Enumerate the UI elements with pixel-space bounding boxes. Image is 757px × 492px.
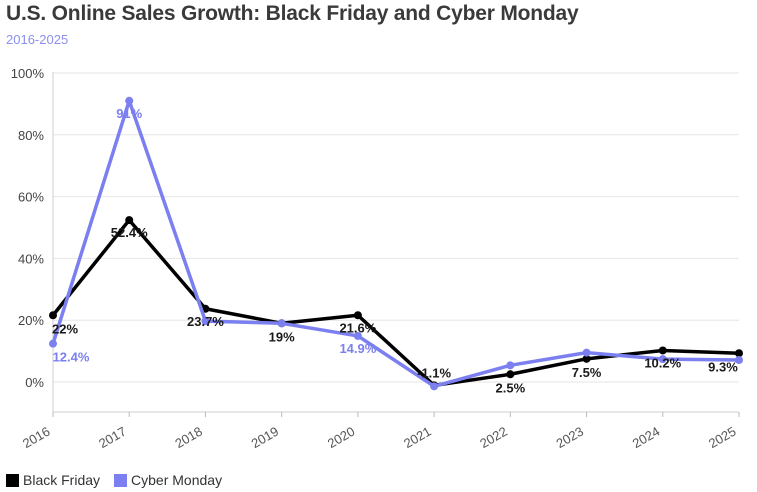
x-tick-label-2017: 2017: [96, 424, 129, 451]
data-label-cyber-monday-2017: 91%: [116, 106, 142, 121]
point-cyber-monday-2023: [582, 348, 591, 357]
point-cyber-monday-2022: [506, 361, 515, 370]
data-label-black-friday-2023: 7.5%: [572, 365, 602, 380]
data-label-black-friday-2025: 9.3%: [708, 359, 738, 374]
point-black-friday-2022: [506, 370, 515, 379]
point-black-friday-2017: [125, 216, 134, 225]
legend-swatch-cyber-monday: [114, 473, 128, 487]
chart-subtitle: 2016-2025: [6, 32, 69, 47]
x-tick-label-2024: 2024: [630, 424, 663, 451]
x-tick-label-2018: 2018: [172, 424, 205, 451]
data-label-black-friday-2022: 2.5%: [496, 380, 526, 395]
chart-title: U.S. Online Sales Growth: Black Friday a…: [6, 2, 579, 25]
legend: Black Friday Cyber Monday: [6, 472, 236, 488]
point-black-friday-2016: [49, 311, 57, 320]
line-chart: 0% 20% 40% 60% 80% 100% 2016 2017 2018 2019 2020 20…: [11, 66, 743, 451]
legend-swatch-black-friday: [6, 473, 19, 487]
x-tick-label-2016: 2016: [20, 424, 53, 451]
y-tick-label-60: 60%: [18, 190, 44, 205]
point-cyber-monday-2019: [277, 319, 286, 328]
point-black-friday-2024: [658, 346, 667, 355]
legend-label-cyber-monday: Cyber Monday: [131, 472, 223, 488]
point-cyber-monday-2021: [430, 382, 439, 391]
data-label-black-friday-2016: 22%: [52, 321, 78, 336]
x-tick-label-2021: 2021: [401, 424, 434, 451]
data-label-cyber-monday-2016: 12.4%: [53, 350, 90, 365]
legend-item-cyber-monday[interactable]: Cyber Monday: [114, 472, 222, 488]
y-tick-label-20: 20%: [18, 313, 44, 328]
data-label-black-friday-2021: -1.1%: [417, 365, 451, 380]
point-cyber-monday-2024: [658, 355, 667, 364]
data-label-black-friday-2017: 52.4%: [111, 225, 148, 240]
point-black-friday-2020: [353, 311, 362, 320]
x-tick-label-2022: 2022: [477, 424, 510, 451]
data-label-black-friday-2019: 19%: [269, 329, 295, 344]
x-tick-label-2023: 2023: [554, 424, 587, 451]
point-cyber-monday-2018: [201, 317, 210, 326]
y-tick-label-100: 100%: [11, 66, 45, 81]
point-black-friday-2025: [735, 349, 743, 358]
point-cyber-monday-2017: [125, 96, 134, 105]
data-label-cyber-monday-2020: 14.9%: [339, 341, 376, 356]
legend-label-black-friday: Black Friday: [23, 472, 101, 488]
data-label-black-friday-2020: 21.6%: [339, 320, 376, 335]
x-tick-label-2020: 2020: [325, 424, 358, 451]
point-cyber-monday-2020: [353, 331, 362, 340]
x-tick-label-2025: 2025: [706, 424, 739, 451]
data-label-black-friday-2018: 23.7%: [187, 314, 224, 329]
legend-item-black-friday[interactable]: Black Friday: [6, 472, 100, 488]
x-tick-label-2019: 2019: [249, 424, 282, 451]
y-tick-label-40: 40%: [18, 251, 44, 266]
y-tick-label-80: 80%: [18, 128, 44, 143]
point-black-friday-2023: [582, 354, 591, 363]
point-cyber-monday-2016: [49, 339, 57, 348]
y-tick-label-0: 0%: [25, 375, 44, 390]
point-cyber-monday-2025: [735, 356, 743, 365]
series-line-cyber-monday: [51, 99, 740, 389]
data-label-black-friday-2024: 10.2%: [644, 355, 681, 370]
